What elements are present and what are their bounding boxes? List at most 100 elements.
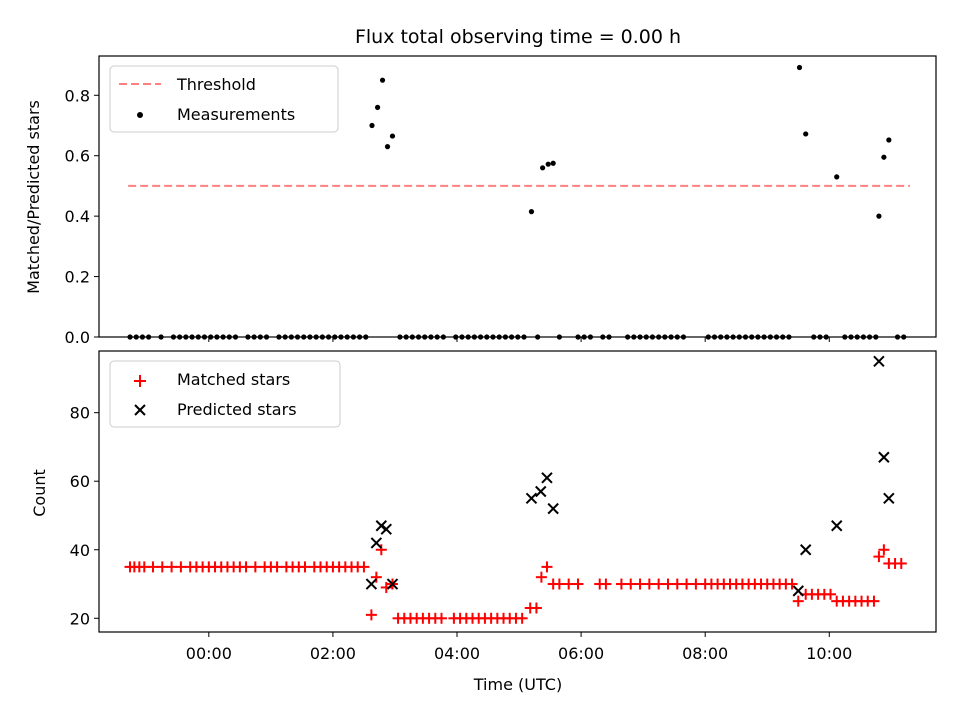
predicted-star-stroke-b <box>380 523 392 535</box>
measurement-point <box>886 137 892 143</box>
bottom-xtick-label: 00:00 <box>186 644 232 663</box>
matched-star-point <box>634 578 646 590</box>
bottom-ytick-label: 80 <box>70 404 90 423</box>
predicted-star-point <box>792 585 804 597</box>
matched-star-point <box>147 561 159 573</box>
predicted-star-stroke-b <box>535 485 547 498</box>
predicted-star-point <box>386 578 399 590</box>
predicted-star-point <box>380 523 392 535</box>
matched-star-point <box>643 578 655 590</box>
matched-star-point <box>435 612 447 624</box>
bottom-ytick-label: 60 <box>70 472 90 491</box>
matched-star-point <box>175 561 187 573</box>
bottom-xtick-label: 06:00 <box>558 644 604 663</box>
matched-star-point <box>156 561 168 573</box>
measurement-point <box>528 209 535 215</box>
measurement-point <box>389 133 396 139</box>
predicted-star-stroke-b <box>799 544 812 556</box>
top-legend: Threshold Measurements <box>109 65 339 133</box>
predicted-stars-points <box>365 355 895 597</box>
matched-star-point <box>516 612 528 624</box>
top-ylabel: Matched/Predicted stars <box>24 100 43 294</box>
measurement-point <box>379 77 386 83</box>
predicted-star-point <box>541 472 553 484</box>
matched-star-point <box>535 571 547 583</box>
bottom-xtick-label: 04:00 <box>434 644 480 663</box>
matched-stars-points <box>124 544 907 624</box>
bottom-ytick-label: 20 <box>70 609 90 628</box>
predicted-star-point <box>365 578 378 590</box>
predicted-star-stroke-b <box>370 537 383 549</box>
matched-star-point <box>878 544 890 556</box>
predicted-star-point <box>831 520 843 532</box>
matched-star-point <box>541 561 553 573</box>
predicted-star-point <box>370 537 383 549</box>
bottom-yticks: 20 40 60 80 <box>70 404 99 628</box>
bottom-xticks: 00:00 02:00 04:00 06:00 08:00 10:00 <box>186 632 852 663</box>
measurements-legend-marker <box>137 112 143 118</box>
predicted-star-point <box>547 502 559 515</box>
predicted-star-point <box>873 355 885 367</box>
bottom-xlabel: Time (UTC) <box>473 675 562 694</box>
matched-star-point <box>271 561 283 573</box>
matched-star-point <box>600 578 612 590</box>
bottom-xtick-label: 10:00 <box>806 644 852 663</box>
bottom-legend: Matched stars Predicted stars <box>109 360 341 428</box>
predicted-legend-label: Predicted stars <box>177 400 297 419</box>
top-yticks: 0.0 0.2 0.4 0.6 0.8 <box>65 86 99 347</box>
matched-star-point <box>249 561 261 573</box>
predicted-star-stroke-b <box>365 578 378 590</box>
measurement-point <box>796 64 803 71</box>
matched-star-point <box>671 578 683 590</box>
matched-star-point <box>615 578 627 590</box>
predicted-star-point <box>883 492 895 505</box>
matched-star-point <box>572 578 584 590</box>
predicted-star-stroke-b <box>525 492 538 505</box>
matched-star-point <box>553 578 565 590</box>
matched-star-point <box>530 602 542 614</box>
threshold-legend-label: Threshold <box>176 75 256 94</box>
top-ytick-label: 0.6 <box>65 147 90 166</box>
predicted-star-stroke-b <box>878 451 890 463</box>
predicted-star-stroke-b <box>831 520 843 532</box>
matched-star-point <box>690 578 702 590</box>
matched-legend-marker <box>134 375 146 387</box>
matched-legend-label: Matched stars <box>177 370 290 389</box>
matched-star-point <box>563 578 575 590</box>
top-ytick-label: 0.8 <box>65 86 90 105</box>
matched-star-point <box>240 561 252 573</box>
top-ytick-label: 0.2 <box>65 268 90 287</box>
bottom-xtick-label: 08:00 <box>682 644 728 663</box>
matched-star-point <box>299 561 311 573</box>
predicted-star-point <box>799 544 812 556</box>
matched-star-point <box>375 544 387 556</box>
predicted-star-point <box>878 451 890 463</box>
top-axes-frame <box>98 55 937 338</box>
top-ytick-label: 0.4 <box>65 207 90 226</box>
bottom-legend-box <box>109 360 341 428</box>
top-xticks <box>208 337 830 342</box>
matched-star-point <box>681 578 693 590</box>
matched-star-point <box>662 578 674 590</box>
measurement-point <box>545 161 551 167</box>
measurement-point <box>540 165 546 171</box>
matched-star-point <box>873 551 885 563</box>
predicted-star-stroke-b <box>547 502 559 515</box>
bottom-axes-frame <box>98 350 937 633</box>
matched-star-point <box>825 588 837 600</box>
chart-title: Flux total observing time = 0.00 h <box>355 26 681 48</box>
measurement-point <box>876 213 882 219</box>
measurement-point <box>881 154 887 160</box>
matched-star-point <box>868 595 880 607</box>
bottom-ytick-label: 40 <box>70 541 90 560</box>
matched-star-point <box>792 595 804 607</box>
matched-star-point <box>365 609 377 621</box>
matched-star-point <box>625 578 637 590</box>
measurement-point <box>550 160 556 166</box>
measurement-point <box>384 144 391 150</box>
predicted-star-point <box>375 520 388 532</box>
predicted-star-stroke-b <box>883 492 895 505</box>
bottom-xtick-label: 02:00 <box>310 644 356 663</box>
bottom-subplot: Count Time (UTC) 20 40 60 80 00:00 02:00 04:0… <box>30 350 937 694</box>
